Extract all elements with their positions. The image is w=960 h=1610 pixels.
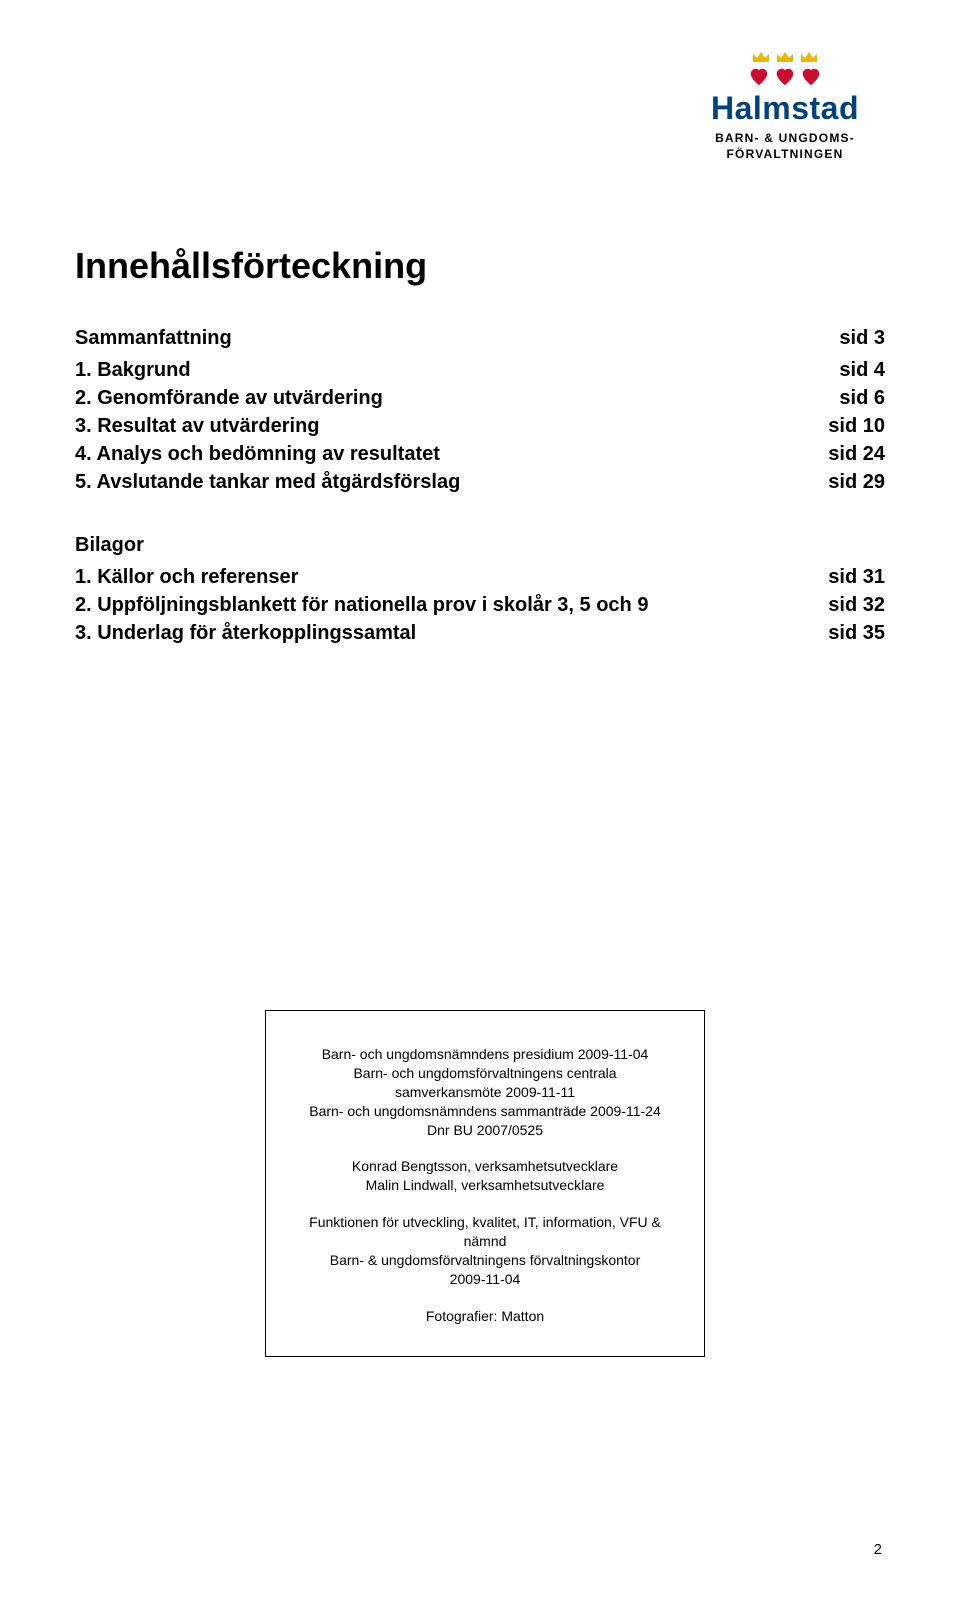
info-line: Barn- och ungdomsnämndens sammanträde 20… [292,1102,678,1121]
info-block: Barn- och ungdomsnämndens presidium 2009… [292,1045,678,1139]
toc-appendix-heading: Bilagor [75,534,885,557]
toc-row: 4. Analys och bedömning av resultatet si… [75,440,885,468]
info-line: 2009-11-04 [292,1270,678,1289]
crown-icon [776,50,794,64]
toc-heading-page: sid 3 [839,327,885,350]
info-block: Funktionen för utveckling, kvalitet, IT,… [292,1213,678,1289]
toc-row-page: sid 35 [808,619,885,647]
page-title: Innehållsförteckning [75,245,885,287]
heart-icon [748,66,770,88]
info-line: Fotografier: Matton [292,1307,678,1326]
toc-heading-row: Sammanfattning sid 3 [75,327,885,350]
toc-row-label: 1. Bakgrund [75,356,191,384]
toc-row-page: sid 24 [808,440,885,468]
toc-row-label: 3. Underlag för återkopplingssamtal [75,619,416,647]
info-line: Malin Lindwall, verksamhetsutvecklare [292,1176,678,1195]
page-number: 2 [874,1541,882,1558]
toc-row-page: sid 6 [819,384,885,412]
toc-appendix: Bilagor 1. Källor och referenser sid 31 … [75,534,885,647]
info-line: Barn- och ungdomsnämndens presidium 2009… [292,1045,678,1064]
toc-heading-label: Sammanfattning [75,327,232,350]
logo-subtitle-line: BARN- & UNGDOMS- [685,130,885,146]
crown-icon [752,50,770,64]
logo-subtitle-line: FÖRVALTNINGEN [685,146,885,162]
toc-row-page: sid 31 [808,563,885,591]
logo-block: Halmstad BARN- & UNGDOMS- FÖRVALTNINGEN [685,50,885,162]
toc-row: 1. Bakgrund sid 4 [75,356,885,384]
toc-row-label: 2. Genomförande av utvärdering [75,384,383,412]
toc-appendix-label: Bilagor [75,534,144,557]
toc-row: 3. Underlag för återkopplingssamtal sid … [75,619,885,647]
toc-row: 2. Genomförande av utvärdering sid 6 [75,384,885,412]
info-box: Barn- och ungdomsnämndens presidium 2009… [265,1010,705,1357]
toc-row-label: 3. Resultat av utvärdering [75,412,320,440]
info-line: Funktionen för utveckling, kvalitet, IT,… [292,1213,678,1251]
toc-row: 5. Avslutande tankar med åtgärdsförslag … [75,468,885,496]
heart-icon [774,66,796,88]
info-line: samverkansmöte 2009-11-11 [292,1083,678,1102]
toc-row-page: sid 32 [808,591,885,619]
heart-icon [800,66,822,88]
crown-icon [800,50,818,64]
brand-name: Halmstad [685,90,885,127]
toc-row-label: 4. Analys och bedömning av resultatet [75,440,440,468]
logo-crowns [685,50,885,64]
toc-row: 3. Resultat av utvärdering sid 10 [75,412,885,440]
info-line: Barn- & ungdomsförvaltningens förvaltnin… [292,1251,678,1270]
info-block: Fotografier: Matton [292,1307,678,1326]
toc-row-page: sid 10 [808,412,885,440]
toc-row-label: 2. Uppföljningsblankett för nationella p… [75,591,648,619]
content: Innehållsförteckning Sammanfattning sid … [75,245,885,685]
toc-row-page: sid 29 [808,468,885,496]
info-line: Konrad Bengtsson, verksamhetsutvecklare [292,1157,678,1176]
info-block: Konrad Bengtsson, verksamhetsutvecklare … [292,1157,678,1195]
toc-row-page: sid 4 [819,356,885,384]
toc-row-label: 1. Källor och referenser [75,563,298,591]
toc-main: Sammanfattning sid 3 1. Bakgrund sid 4 2… [75,327,885,496]
toc-row: 1. Källor och referenser sid 31 [75,563,885,591]
logo-hearts [685,66,885,88]
info-line: Barn- och ungdomsförvaltningens centrala [292,1064,678,1083]
toc-row-label: 5. Avslutande tankar med åtgärdsförslag [75,468,460,496]
info-line: Dnr BU 2007/0525 [292,1121,678,1140]
toc-row: 2. Uppföljningsblankett för nationella p… [75,591,885,619]
logo-subtitle: BARN- & UNGDOMS- FÖRVALTNINGEN [685,130,885,162]
